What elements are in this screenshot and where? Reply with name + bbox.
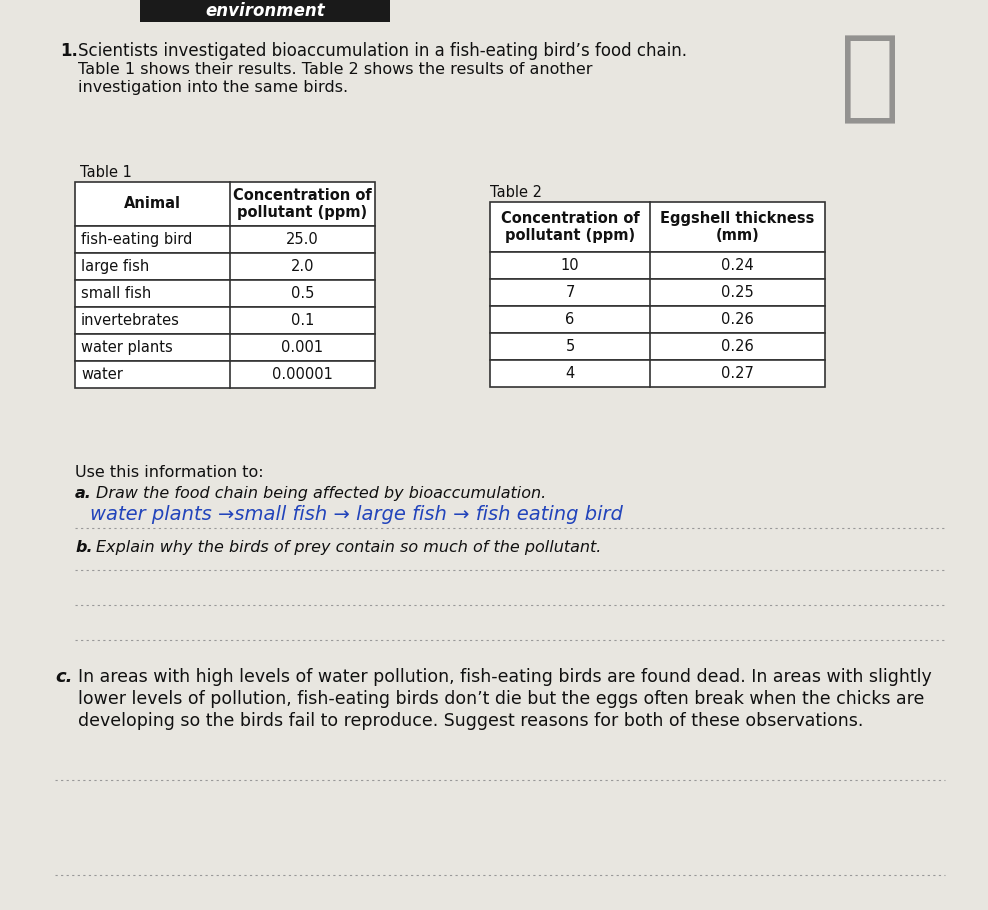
Text: 0.26: 0.26 <box>721 312 754 327</box>
Text: Explain why the birds of prey contain so much of the pollutant.: Explain why the birds of prey contain so… <box>96 540 602 555</box>
Text: 2.0: 2.0 <box>290 259 314 274</box>
Text: environment: environment <box>206 2 325 20</box>
Text: 0.26: 0.26 <box>721 339 754 354</box>
Text: developing so the birds fail to reproduce. Suggest reasons for both of these obs: developing so the birds fail to reproduc… <box>78 712 864 730</box>
Text: b.: b. <box>75 540 93 555</box>
Text: large fish: large fish <box>81 259 149 274</box>
Text: 4: 4 <box>565 366 575 381</box>
Text: Table 2: Table 2 <box>490 185 542 200</box>
Text: 6: 6 <box>565 312 575 327</box>
FancyBboxPatch shape <box>490 306 825 333</box>
FancyBboxPatch shape <box>75 361 375 388</box>
FancyBboxPatch shape <box>75 226 375 253</box>
Text: 0.001: 0.001 <box>282 340 323 355</box>
Text: investigation into the same birds.: investigation into the same birds. <box>78 80 348 95</box>
Text: Table 1: Table 1 <box>80 165 131 180</box>
Text: water: water <box>81 367 123 382</box>
FancyBboxPatch shape <box>75 280 375 307</box>
Text: In areas with high levels of water pollution, fish-eating birds are found dead. : In areas with high levels of water pollu… <box>78 668 932 686</box>
Text: 25.0: 25.0 <box>287 232 319 247</box>
Text: water plants →small fish → large fish → fish eating bird: water plants →small fish → large fish → … <box>90 505 622 524</box>
FancyBboxPatch shape <box>75 334 375 361</box>
Text: water plants: water plants <box>81 340 173 355</box>
Text: 0.24: 0.24 <box>721 258 754 273</box>
Text: 0.25: 0.25 <box>721 285 754 300</box>
Text: Concentration of
pollutant (ppm): Concentration of pollutant (ppm) <box>233 187 371 220</box>
FancyBboxPatch shape <box>75 307 375 334</box>
Text: Draw the food chain being affected by bioaccumulation.: Draw the food chain being affected by bi… <box>96 486 546 501</box>
Text: lower levels of pollution, fish-eating birds don’t die but the eggs often break : lower levels of pollution, fish-eating b… <box>78 690 925 708</box>
Text: a.: a. <box>75 486 92 501</box>
Text: fish-eating bird: fish-eating bird <box>81 232 193 247</box>
Text: c.: c. <box>55 668 72 686</box>
Text: Eggshell thickness
(mm): Eggshell thickness (mm) <box>660 211 815 243</box>
Text: 🦅: 🦅 <box>840 30 900 127</box>
Text: 0.27: 0.27 <box>721 366 754 381</box>
Text: 0.5: 0.5 <box>290 286 314 301</box>
Text: 1.: 1. <box>60 42 78 60</box>
Text: Concentration of
pollutant (ppm): Concentration of pollutant (ppm) <box>501 211 639 243</box>
Text: 0.1: 0.1 <box>290 313 314 328</box>
Text: 0.00001: 0.00001 <box>272 367 333 382</box>
FancyBboxPatch shape <box>490 360 825 387</box>
Text: 7: 7 <box>565 285 575 300</box>
Text: small fish: small fish <box>81 286 151 301</box>
FancyBboxPatch shape <box>490 279 825 306</box>
FancyBboxPatch shape <box>140 0 390 22</box>
FancyBboxPatch shape <box>75 182 375 226</box>
Text: invertebrates: invertebrates <box>81 313 180 328</box>
Text: 10: 10 <box>560 258 579 273</box>
Text: Animal: Animal <box>124 197 181 211</box>
FancyBboxPatch shape <box>490 252 825 279</box>
FancyBboxPatch shape <box>75 253 375 280</box>
Text: Use this information to:: Use this information to: <box>75 465 264 480</box>
Text: 5: 5 <box>565 339 575 354</box>
Text: Table 1 shows their results. Table 2 shows the results of another: Table 1 shows their results. Table 2 sho… <box>78 62 593 77</box>
Text: Scientists investigated bioaccumulation in a fish-eating bird’s food chain.: Scientists investigated bioaccumulation … <box>78 42 687 60</box>
FancyBboxPatch shape <box>490 202 825 252</box>
FancyBboxPatch shape <box>490 333 825 360</box>
